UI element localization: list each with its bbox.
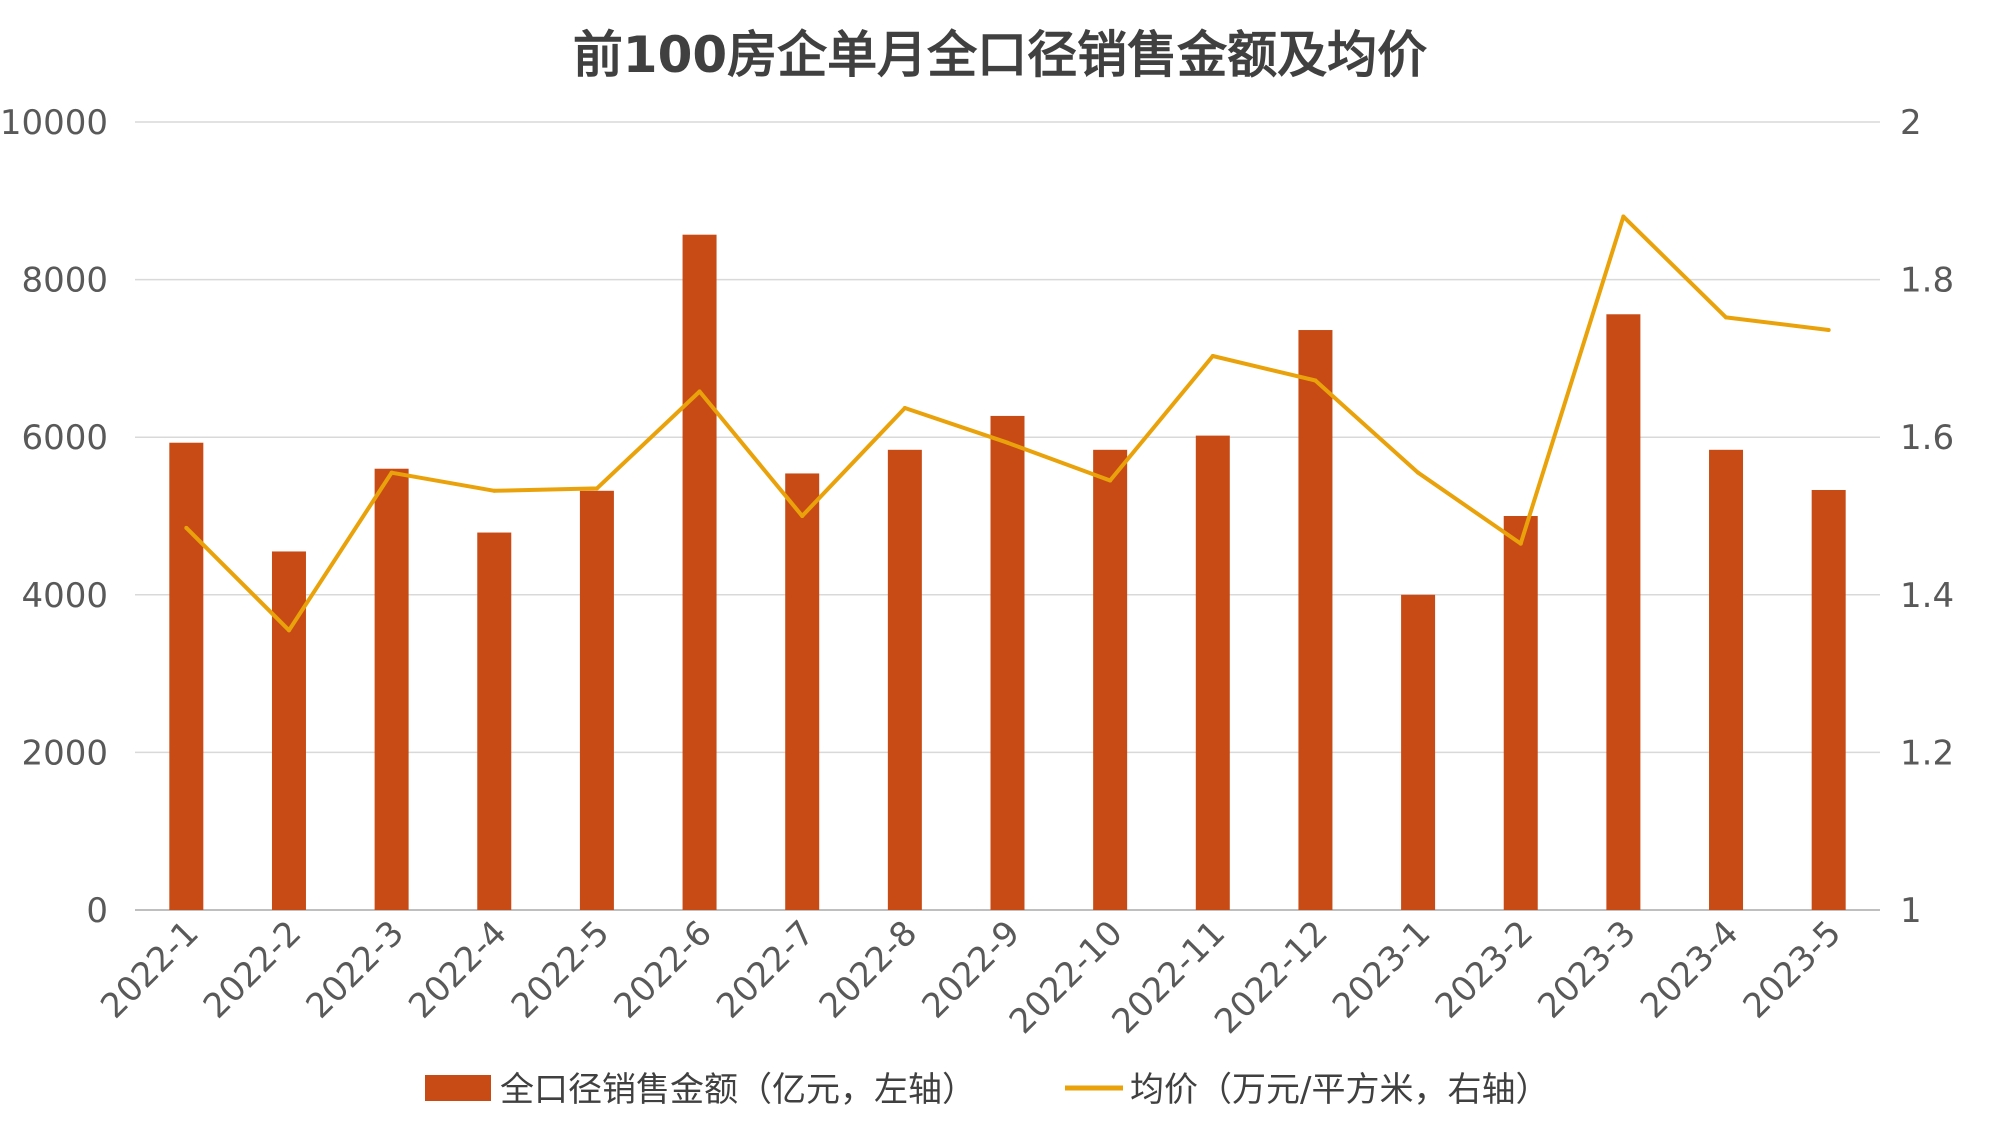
x-tick-label: 2022-4 <box>401 913 514 1026</box>
line-point <box>697 389 702 394</box>
right-tick-label: 1.4 <box>1900 576 1954 616</box>
x-tick-label: 2022-7 <box>709 913 822 1026</box>
x-tick-label: 2022-11 <box>1104 913 1233 1042</box>
x-tick-label: 2022-10 <box>1002 913 1131 1042</box>
x-tick-label: 2022-12 <box>1207 913 1336 1042</box>
x-tick-label: 2022-1 <box>93 913 206 1026</box>
legend-bar-label: 全口径销售金额（亿元，左轴） <box>500 1070 976 1110</box>
x-tick-label: 2023-3 <box>1530 913 1643 1026</box>
right-tick-label: 1.8 <box>1900 261 1954 301</box>
x-tick-label: 2023-5 <box>1736 913 1849 1026</box>
line-point <box>1621 214 1626 219</box>
bar <box>1811 489 1846 910</box>
bar <box>477 532 512 910</box>
left-tick-label: 4000 <box>21 576 108 616</box>
line-point <box>1108 478 1113 483</box>
x-tick-label: 2022-2 <box>196 913 309 1026</box>
line-point <box>594 486 599 491</box>
bar <box>374 468 409 910</box>
right-tick-label: 1 <box>1900 891 1922 931</box>
line-point <box>902 406 907 411</box>
left-axis-ticks: 0 2000 4000 6000 8000 10000 <box>0 103 108 931</box>
line-point <box>1826 328 1831 333</box>
bar <box>1093 449 1128 910</box>
x-tick-label: 2022-8 <box>812 913 925 1026</box>
right-tick-label: 1.2 <box>1900 733 1954 773</box>
left-tick-label: 10000 <box>0 103 108 143</box>
line-point <box>1416 470 1421 475</box>
line-point <box>1005 440 1010 445</box>
line-point <box>1313 378 1318 383</box>
legend-line-label: 均价（万元/平方米，右轴） <box>1130 1070 1549 1110</box>
bar <box>682 234 717 910</box>
bar <box>1195 435 1230 910</box>
chart-title: 前100房企单月全口径销售金额及均价 <box>573 26 1427 84</box>
bar <box>1401 594 1436 910</box>
left-tick-label: 6000 <box>21 418 108 458</box>
line-series <box>184 214 1831 633</box>
bar <box>990 415 1025 910</box>
bar-series <box>169 234 1846 911</box>
bar <box>1503 516 1538 910</box>
line-point <box>389 470 394 475</box>
bar <box>1606 314 1641 911</box>
bar <box>1298 330 1333 911</box>
bar <box>887 449 922 910</box>
left-tick-label: 8000 <box>21 261 108 301</box>
line-point <box>1518 541 1523 546</box>
x-tick-label: 2022-5 <box>504 913 617 1026</box>
x-tick-label: 2022-3 <box>299 913 412 1026</box>
line-point <box>800 514 805 518</box>
x-tick-label: 2023-2 <box>1428 913 1541 1026</box>
x-axis-ticks: 2022-12022-22022-32022-42022-52022-62022… <box>93 913 1849 1042</box>
bar <box>785 473 820 910</box>
x-tick-label: 2023-4 <box>1633 913 1746 1026</box>
line-point <box>184 525 189 530</box>
line-point <box>1210 354 1215 359</box>
x-tick-label: 2023-1 <box>1325 913 1438 1026</box>
right-tick-label: 1.6 <box>1900 418 1954 458</box>
legend-bar-swatch <box>425 1075 491 1101</box>
line-point <box>286 628 291 633</box>
line-point <box>1724 315 1729 320</box>
right-axis-ticks: 1 1.2 1.4 1.6 1.8 2 <box>1900 103 1954 931</box>
x-tick-label: 2022-6 <box>606 913 719 1026</box>
bar <box>169 442 204 910</box>
bar <box>579 490 614 910</box>
right-tick-label: 2 <box>1900 103 1922 143</box>
bar <box>271 551 306 910</box>
line-point <box>492 488 497 493</box>
left-tick-label: 0 <box>86 891 108 931</box>
legend: 全口径销售金额（亿元，左轴） 均价（万元/平方米，右轴） <box>425 1070 1549 1110</box>
bar <box>1709 449 1744 910</box>
left-tick-label: 2000 <box>21 733 108 773</box>
